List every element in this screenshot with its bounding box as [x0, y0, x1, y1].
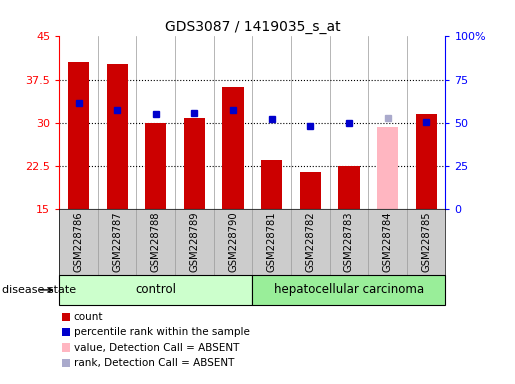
- Text: GSM228790: GSM228790: [228, 211, 238, 272]
- Bar: [300, 172, 321, 209]
- Bar: [222, 87, 244, 209]
- Text: GSM228781: GSM228781: [267, 211, 277, 272]
- Title: GDS3087 / 1419035_s_at: GDS3087 / 1419035_s_at: [164, 20, 340, 34]
- Bar: [68, 62, 89, 209]
- Text: GSM228789: GSM228789: [190, 211, 199, 272]
- Text: GSM228788: GSM228788: [151, 211, 161, 272]
- Text: GSM228786: GSM228786: [74, 211, 83, 272]
- Bar: [184, 118, 205, 209]
- Text: hepatocellular carcinoma: hepatocellular carcinoma: [274, 283, 424, 296]
- Text: GSM228783: GSM228783: [344, 211, 354, 272]
- Bar: [377, 127, 398, 209]
- Text: count: count: [74, 312, 103, 322]
- Bar: [338, 166, 359, 209]
- Bar: [107, 64, 128, 209]
- Bar: [145, 123, 166, 209]
- Text: control: control: [135, 283, 176, 296]
- Text: GSM228782: GSM228782: [305, 211, 315, 272]
- Text: value, Detection Call = ABSENT: value, Detection Call = ABSENT: [74, 343, 239, 353]
- Text: percentile rank within the sample: percentile rank within the sample: [74, 327, 250, 337]
- Bar: [416, 114, 437, 209]
- Text: rank, Detection Call = ABSENT: rank, Detection Call = ABSENT: [74, 358, 234, 368]
- FancyBboxPatch shape: [252, 275, 445, 305]
- Text: disease state: disease state: [2, 285, 76, 295]
- Text: GSM228785: GSM228785: [421, 211, 431, 272]
- Bar: [261, 161, 282, 209]
- Text: GSM228787: GSM228787: [112, 211, 122, 272]
- FancyBboxPatch shape: [59, 275, 252, 305]
- Text: GSM228784: GSM228784: [383, 211, 392, 272]
